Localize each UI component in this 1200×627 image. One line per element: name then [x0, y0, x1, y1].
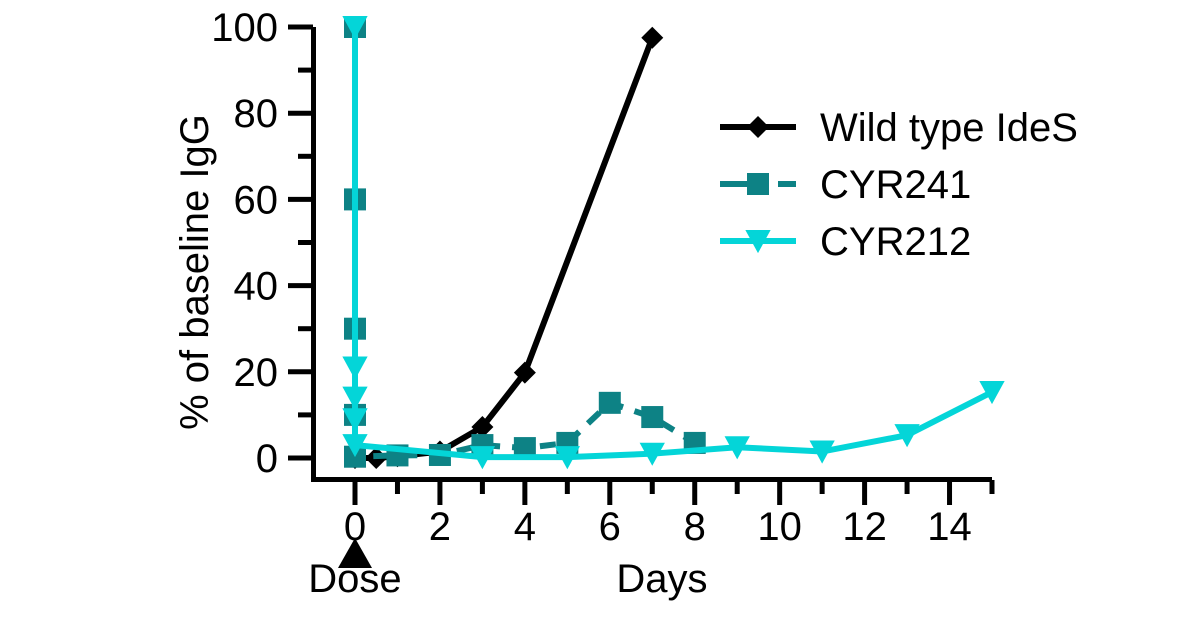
- x-axis-title: Days: [616, 557, 707, 601]
- marker-square: [747, 173, 769, 195]
- y-tick-label: 0: [256, 437, 278, 481]
- x-tick-label: 4: [514, 505, 536, 549]
- x-axis-tick-labels: 0 2 4 6 8 10 12 14: [344, 505, 972, 549]
- marker-triangle-down: [979, 381, 1005, 405]
- axes-group: 0 20 40 60 80 100 0 2 4 6 8 10 12 14: [211, 6, 995, 549]
- marker-diamond: [471, 415, 494, 438]
- dose-label: Dose: [308, 557, 401, 601]
- x-tick-label: 0: [344, 505, 366, 549]
- y-tick-label: 60: [234, 178, 279, 222]
- y-tick-label: 100: [211, 6, 278, 50]
- x-tick-label: 12: [842, 505, 887, 549]
- marker-triangle-down: [469, 446, 496, 470]
- legend-label: Wild type IdeS: [820, 106, 1078, 150]
- marker-triangle-down: [342, 386, 368, 410]
- dose-annotation: Dose: [308, 538, 402, 601]
- marker-square: [641, 406, 664, 429]
- marker-triangle-down: [639, 442, 665, 466]
- marker-triangle-down: [342, 16, 368, 40]
- marker-diamond: [747, 116, 769, 138]
- y-tick-label: 80: [234, 92, 279, 136]
- y-axis-ticks: [288, 24, 313, 461]
- legend-entry-cyr241[interactable]: CYR241: [720, 163, 971, 207]
- y-tick-label: 40: [234, 265, 279, 309]
- x-tick-label: 6: [599, 505, 621, 549]
- legend-entry-cyr212[interactable]: CYR212: [720, 220, 971, 264]
- x-tick-label: 2: [429, 505, 451, 549]
- legend-entry-wild-type-ides[interactable]: Wild type IdeS: [720, 106, 1078, 150]
- marker-triangle-down: [724, 436, 750, 460]
- marker-diamond: [641, 26, 664, 49]
- marker-triangle-down: [342, 408, 368, 432]
- series-cyr212: [342, 16, 1005, 470]
- marker-triangle-down: [342, 356, 368, 380]
- triangle-up-icon: [338, 538, 372, 568]
- legend-label: CYR241: [820, 163, 971, 207]
- y-axis-title: % of baseline IgG: [173, 114, 217, 430]
- marker-triangle-down: [745, 230, 771, 254]
- marker-square: [513, 437, 536, 460]
- data-series-layer: [342, 16, 1005, 470]
- marker-triangle-down: [894, 424, 920, 448]
- legend-label: CYR212: [820, 220, 971, 264]
- marker-triangle-down: [554, 446, 580, 470]
- marker-diamond: [513, 361, 536, 384]
- series-line-1: [352, 27, 697, 460]
- marker-triangle-down: [342, 434, 368, 458]
- x-tick-label: 8: [684, 505, 706, 549]
- y-tick-label: 20: [234, 351, 279, 395]
- chart-legend: Wild type IdeS CYR241 CYR212: [720, 106, 1078, 264]
- x-tick-label: 10: [757, 505, 802, 549]
- marker-square: [598, 391, 621, 414]
- marker-triangle-down: [809, 440, 835, 464]
- x-tick-label: 14: [927, 505, 972, 549]
- y-axis-tick-labels: 0 20 40 60 80 100: [211, 6, 278, 481]
- x-axis-ticks: [352, 480, 995, 505]
- series-cyr241: [344, 16, 706, 468]
